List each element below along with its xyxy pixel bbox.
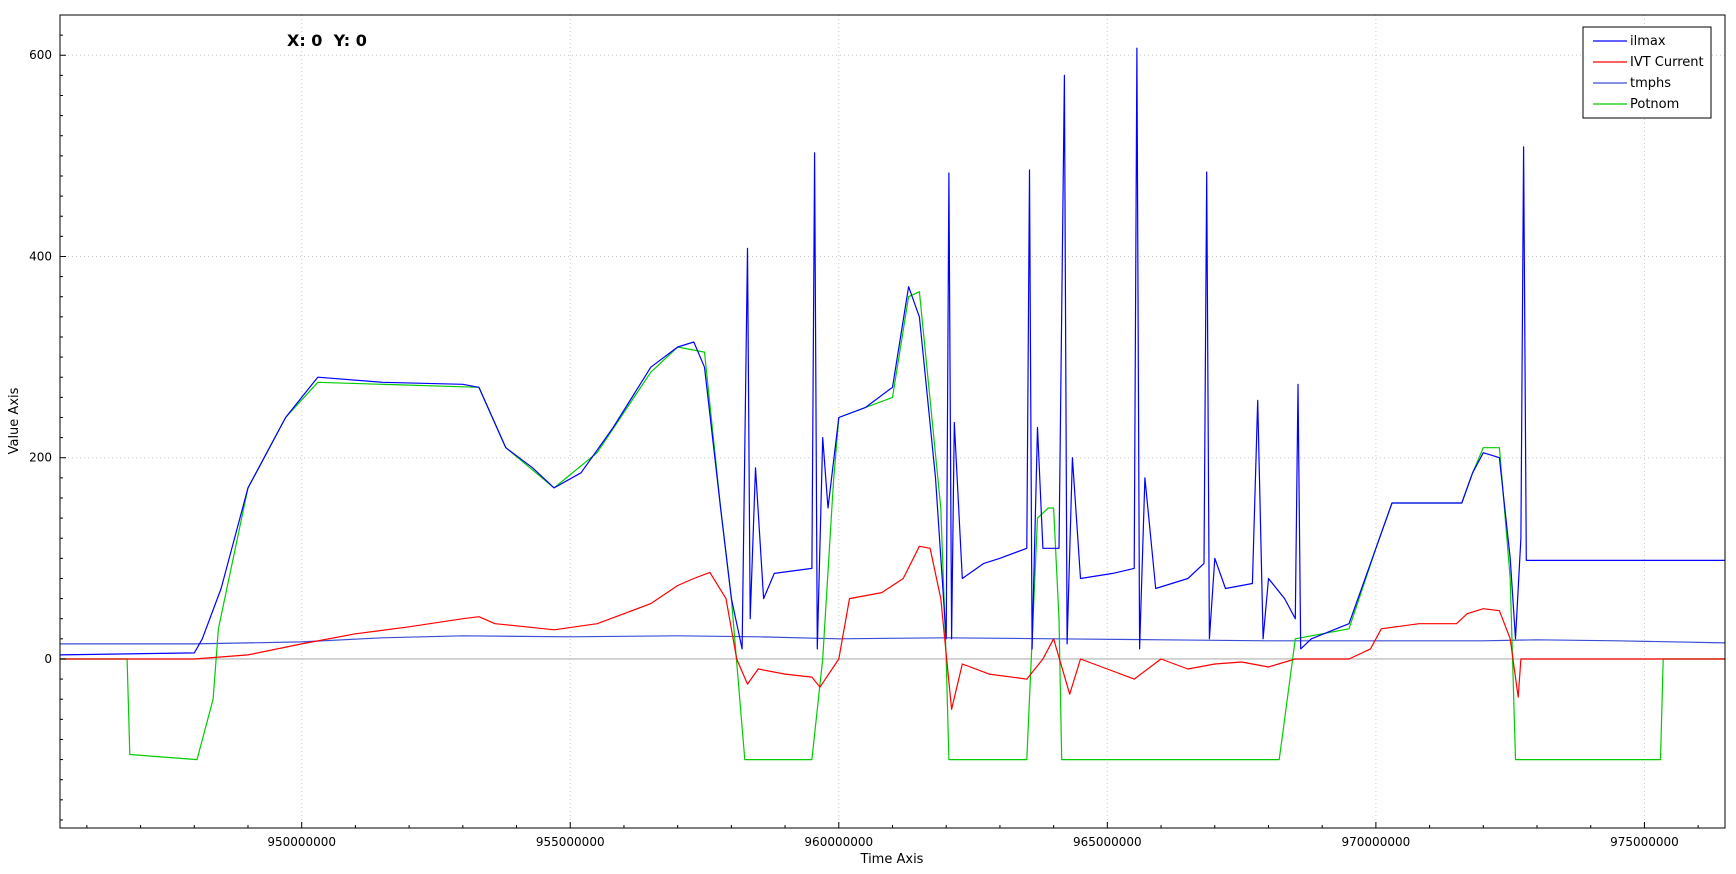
- legend-label: ilmax: [1630, 34, 1666, 49]
- cursor-readout: X: 0 Y: 0: [287, 31, 367, 50]
- legend: ilmax IVT Current tmphs Potnom: [1582, 26, 1712, 119]
- series-lines: [59, 47, 1726, 761]
- y-tick-label: 400: [29, 249, 52, 263]
- legend-label: Potnom: [1630, 97, 1679, 112]
- series-line-ilmax: [59, 47, 1725, 656]
- x-tick-label: 975000000: [1610, 835, 1679, 849]
- legend-label: IVT Current: [1630, 55, 1704, 70]
- x-tick-label: 950000000: [267, 835, 336, 849]
- x-axis-title: Time Axis: [860, 852, 924, 867]
- legend-box: [1582, 26, 1712, 119]
- y-tick-label: 0: [44, 652, 52, 666]
- x-tick-label: 960000000: [804, 835, 873, 849]
- y-axis-title: Value Axis: [7, 387, 22, 454]
- grid: [60, 15, 1725, 828]
- y-tick-label: 200: [29, 451, 52, 465]
- x-tick-label: 970000000: [1342, 835, 1411, 849]
- legend-label: tmphs: [1630, 76, 1671, 91]
- series-line-tmphs: [60, 635, 1726, 645]
- y-tick-label: 600: [29, 48, 52, 62]
- x-tick-label: 965000000: [1073, 835, 1142, 849]
- axis-ticks: 0 200 400 600 950000000 955000000 960000000 965…: [29, 14, 1699, 849]
- x-tick-label: 955000000: [536, 835, 605, 849]
- series-line-ivt-current: [60, 545, 1725, 710]
